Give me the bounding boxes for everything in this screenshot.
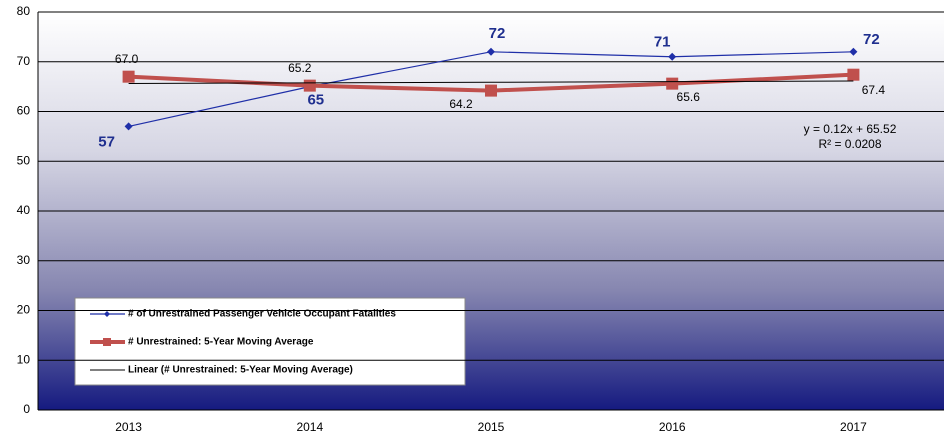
data-label: 65.6 [677,90,701,104]
data-label: 67.4 [862,83,886,97]
y-tick-label: 10 [17,352,31,366]
legend-label: # of Unrestrained Passenger Vehicle Occu… [128,309,396,320]
x-tick-label: 2014 [296,420,323,434]
marker [668,52,677,61]
y-tick-label: 30 [17,253,31,267]
data-label: 57 [98,133,115,150]
y-tick-label: 20 [17,303,31,317]
x-tick-label: 2015 [478,420,505,434]
marker [666,77,679,90]
marker [847,68,860,81]
data-label: 65.2 [288,61,312,75]
y-tick-label: 50 [17,153,31,167]
legend-label: # Unrestrained: 5-Year Moving Average [128,337,314,348]
x-tick-label: 2013 [115,420,142,434]
data-label: 72 [863,31,880,48]
marker [122,70,135,83]
x-tick-label: 2016 [659,420,686,434]
y-tick-label: 60 [17,104,31,118]
series-line [128,80,854,84]
marker [849,47,858,56]
y-tick-label: 40 [17,203,31,217]
legend [74,297,466,386]
trend-equation: y = 0.12x + 65.52 [804,122,897,136]
legend-label: Linear (# Unrestrained: 5-Year Moving Av… [128,365,353,376]
y-tick-label: 80 [17,4,31,18]
marker [124,122,133,131]
legend-marker [104,311,110,317]
data-label: 65 [307,92,324,109]
marker [487,47,495,56]
legend-marker [103,338,111,346]
data-label: 72 [489,25,506,42]
data-label: 71 [654,34,671,51]
x-tick-label: 2017 [840,420,867,434]
trend-r2: R² = 0.0208 [818,137,881,151]
data-label: 67.0 [115,52,139,66]
y-tick-label: 70 [17,54,31,68]
y-tick-label: 0 [23,402,30,416]
data-label: 64.2 [449,97,473,111]
marker [485,84,497,97]
marker [303,79,316,92]
